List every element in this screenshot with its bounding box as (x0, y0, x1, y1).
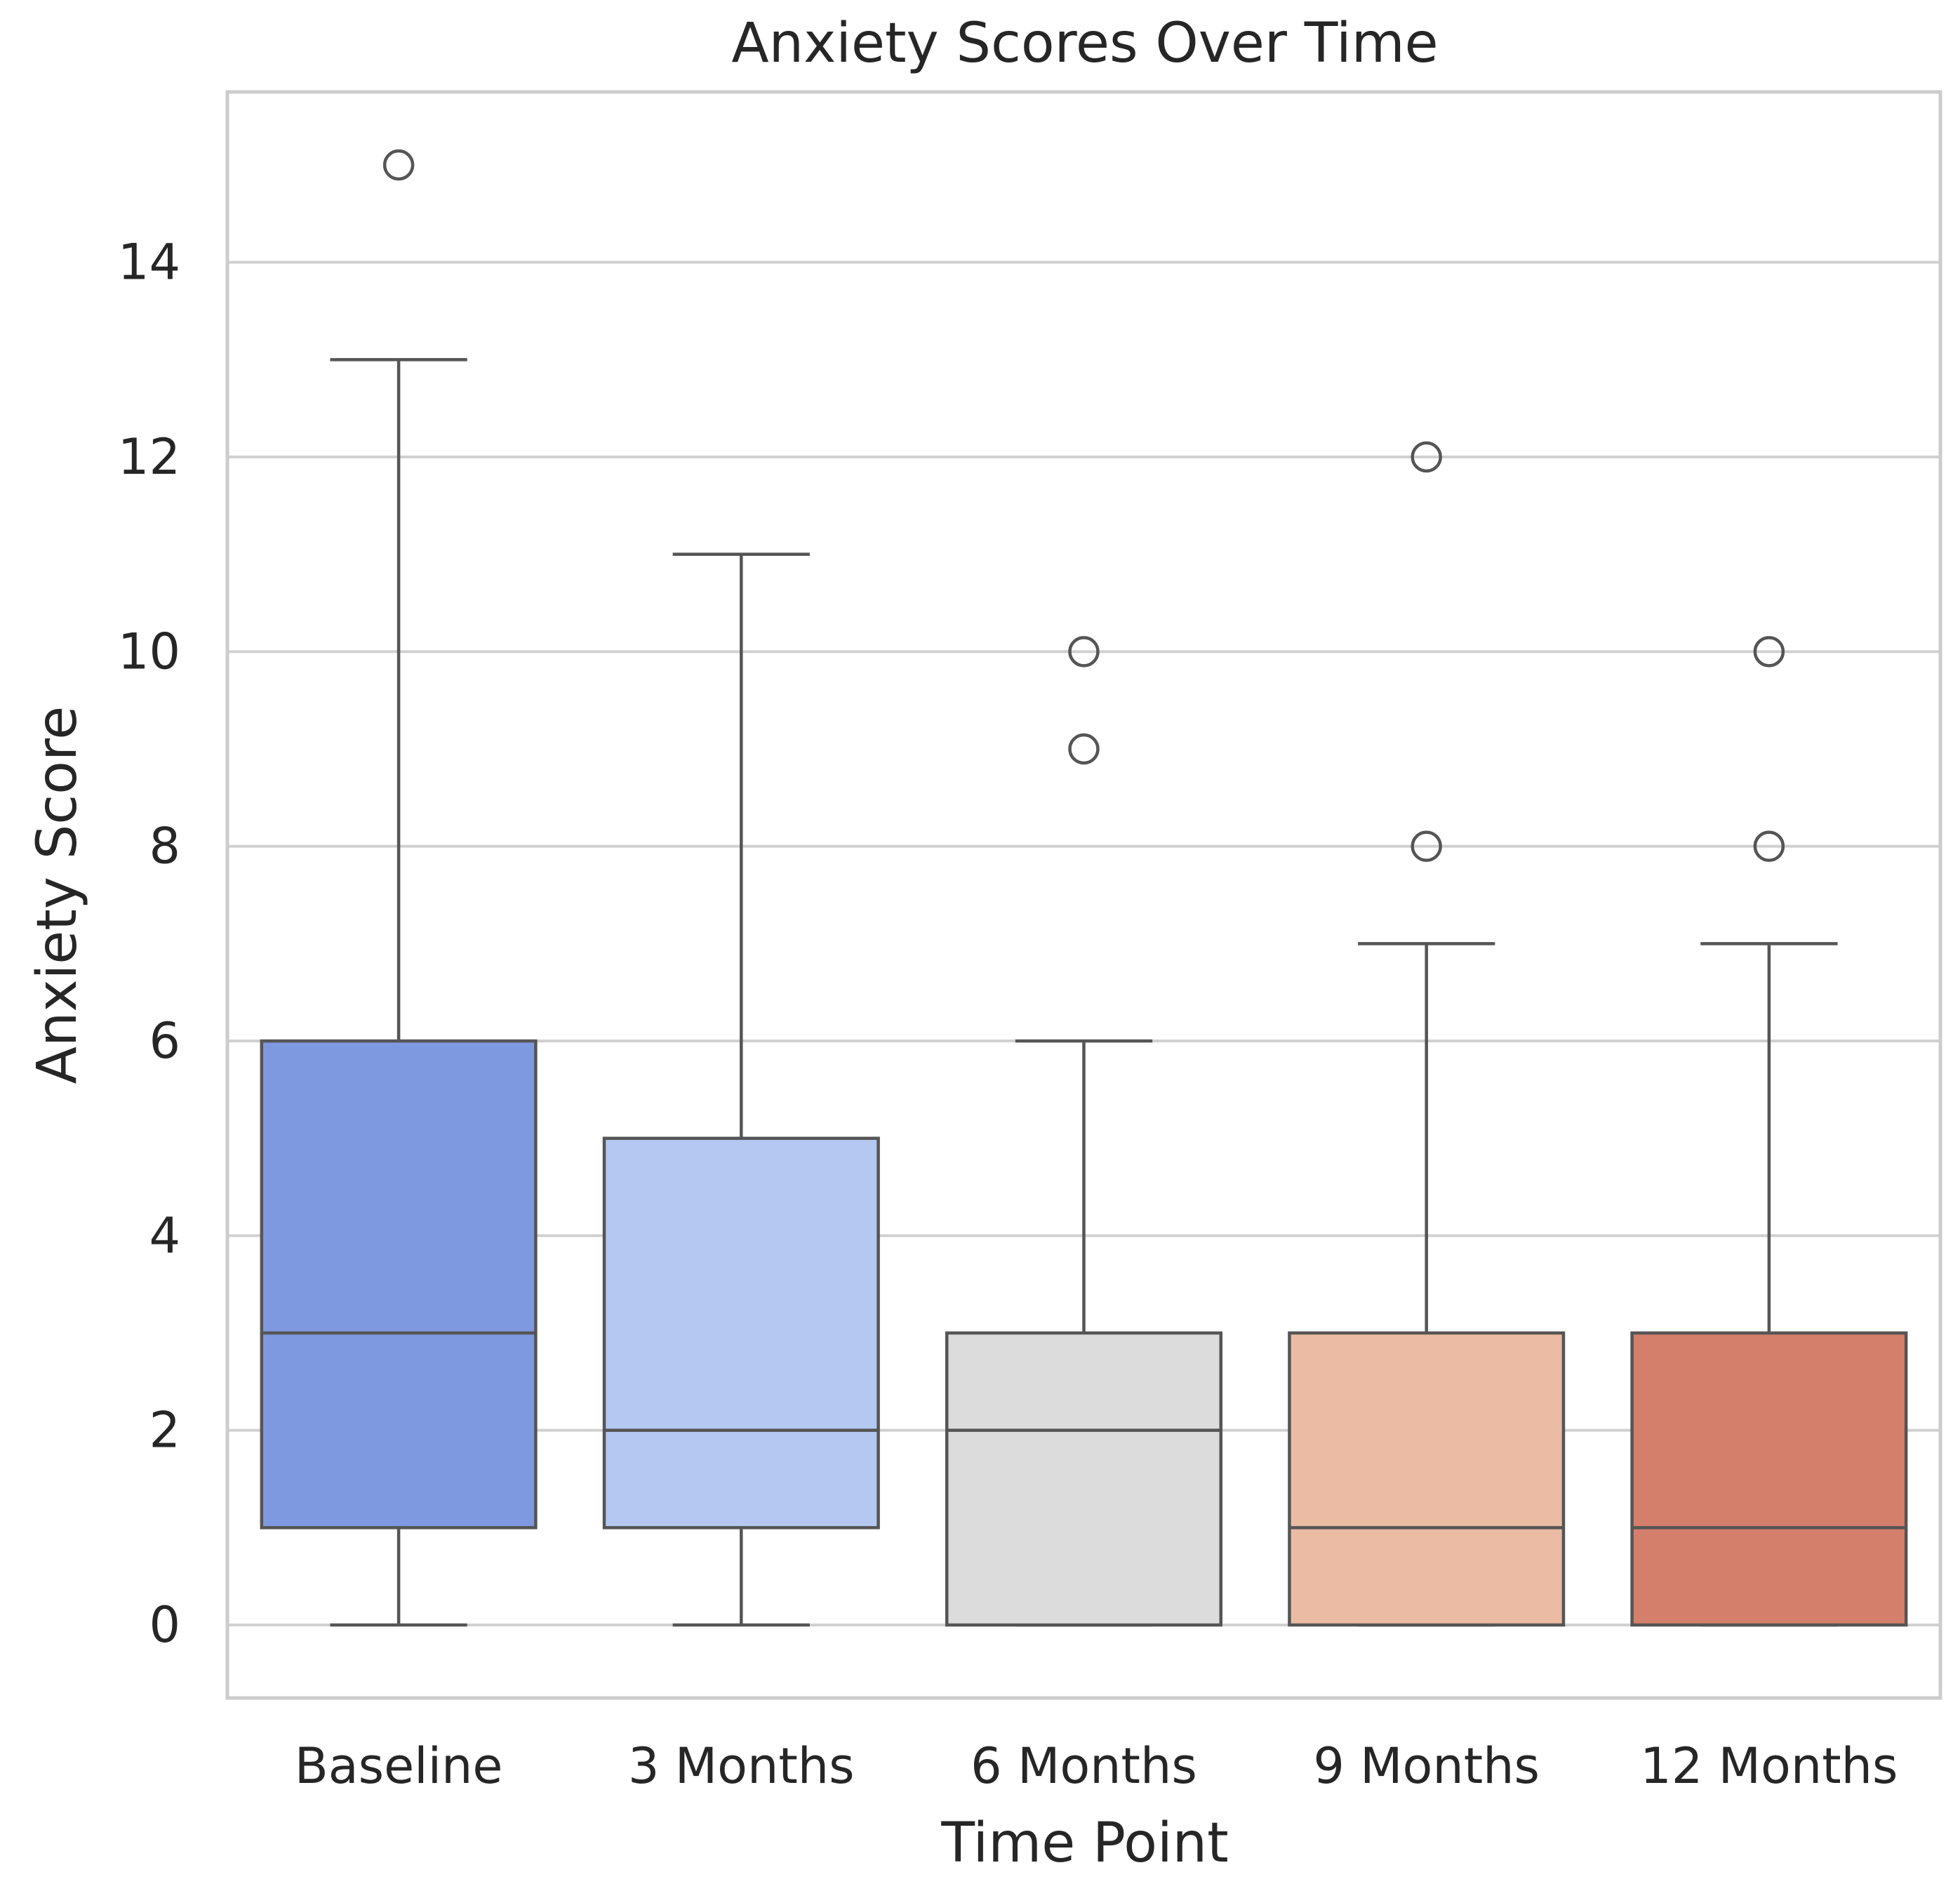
y-tick-label: 0 (149, 1596, 180, 1654)
outlier-point (382, 149, 415, 181)
y-tick-label: 10 (118, 623, 180, 680)
y-tick-label: 4 (149, 1207, 180, 1264)
box-group (602, 552, 880, 1627)
outlier-point (1068, 733, 1100, 765)
outlier-point (1411, 441, 1442, 473)
y-tick-label: 14 (118, 234, 180, 291)
y-tick-labels: 0 2 4 6 8 10 12 14 (118, 234, 180, 1654)
iqr-box (945, 1331, 1223, 1627)
box-group (945, 636, 1223, 1627)
iqr-box (602, 1136, 880, 1530)
iqr-box (260, 1039, 538, 1530)
chart-title: Anxiety Scores Over Time (731, 12, 1438, 75)
y-tick-label: 6 (149, 1012, 180, 1070)
y-tick-label: 12 (118, 428, 180, 486)
x-tick-labels: Baseline 3 Months 6 Months 9 Months 12 Month… (295, 1737, 1898, 1795)
x-tick-label: 3 Months (628, 1737, 855, 1795)
x-tick-label: 12 Months (1640, 1737, 1898, 1795)
y-axis-label: Anxiety Score (26, 706, 89, 1084)
x-tick-label: 9 Months (1313, 1737, 1540, 1795)
outlier-point (1753, 636, 1785, 668)
iqr-box (1630, 1331, 1908, 1627)
y-tick-label: 2 (149, 1402, 180, 1459)
plot-frame (225, 90, 1942, 1700)
y-tick-label: 8 (149, 818, 180, 875)
x-axis-label: Time Point (940, 1812, 1228, 1875)
boxes (260, 149, 1908, 1627)
outlier-point (1411, 830, 1442, 862)
box-group (1288, 441, 1566, 1627)
box-group (1630, 636, 1908, 1627)
outlier-point (1068, 636, 1100, 668)
x-tick-label: Baseline (295, 1737, 503, 1795)
box-group (260, 149, 538, 1627)
iqr-box (1288, 1331, 1566, 1627)
outlier-point (1753, 830, 1785, 862)
x-tick-label: 6 Months (971, 1737, 1197, 1795)
